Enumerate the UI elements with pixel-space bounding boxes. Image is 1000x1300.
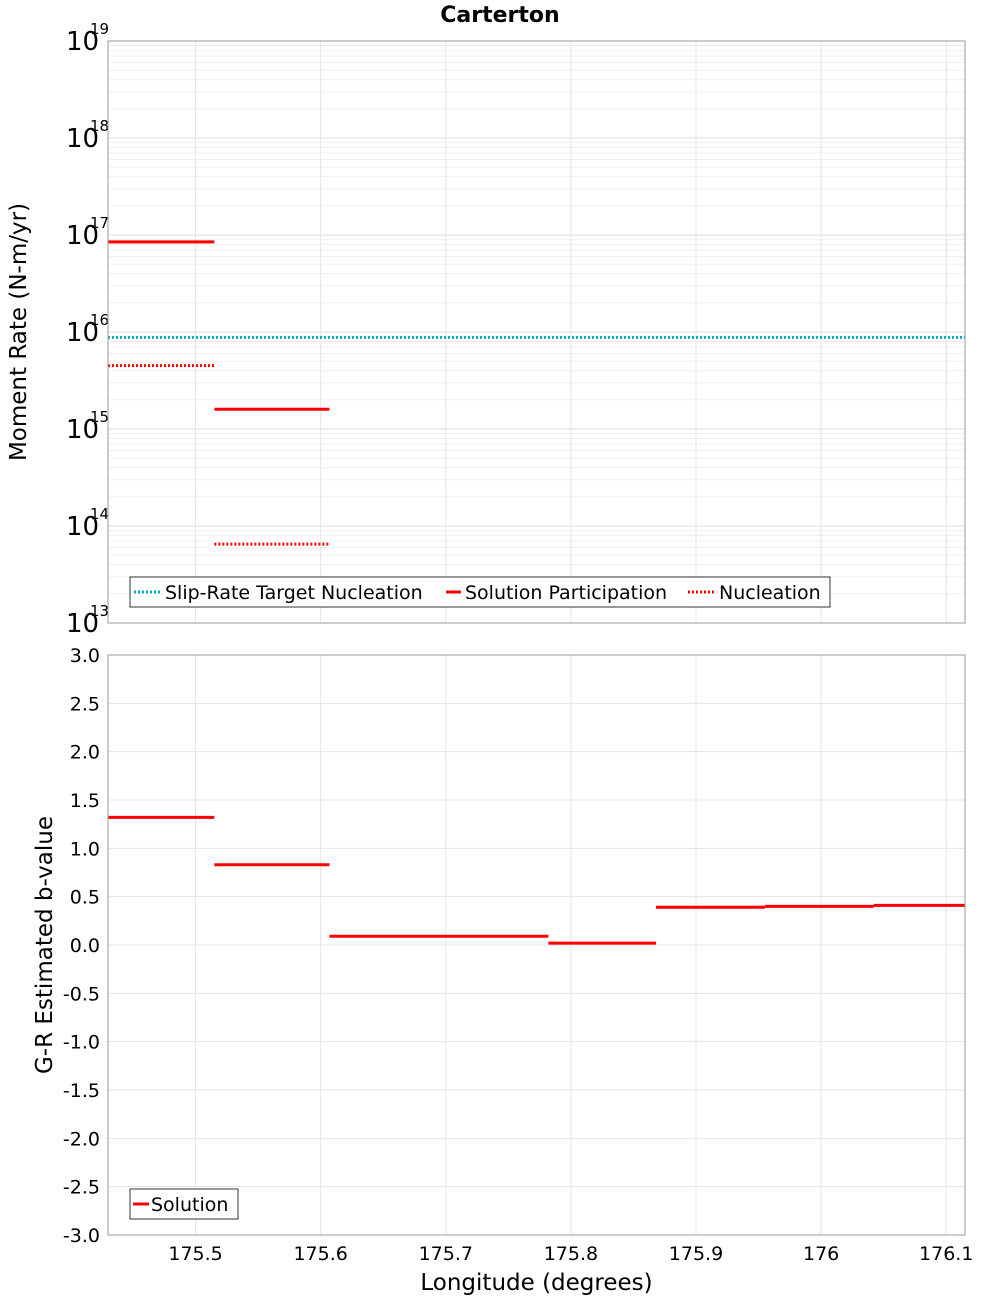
legend-label: Solution xyxy=(151,1194,228,1216)
y-axis-label-moment-rate: Moment Rate (N-m/yr) xyxy=(6,203,32,461)
x-tick-label: 175.6 xyxy=(293,1243,347,1265)
y-tick-label: 1.0 xyxy=(70,838,100,860)
legend-label: Nucleation xyxy=(719,582,821,604)
y-tick-label: 2.5 xyxy=(70,693,100,715)
y-tick-label-exponent: 14 xyxy=(90,505,109,523)
y-tick-label: -3.0 xyxy=(63,1225,100,1247)
plot-border-top xyxy=(107,40,966,624)
y-tick-label: -1.0 xyxy=(63,1032,100,1054)
legend-label: Slip-Rate Target Nucleation xyxy=(165,582,423,604)
legend-label: Solution Participation xyxy=(465,582,667,604)
y-tick-label: 2.0 xyxy=(70,742,100,764)
y-tick-label-base: 10 xyxy=(66,512,99,542)
y-tick-label: -2.5 xyxy=(63,1177,100,1199)
x-tick-label: 175.8 xyxy=(544,1243,598,1265)
y-tick-label-exponent: 17 xyxy=(90,214,109,232)
plot-border-bottom xyxy=(107,654,966,1236)
y-tick-label-exponent: 15 xyxy=(90,408,109,426)
y-axis-label-b-value: G-R Estimated b-value xyxy=(32,816,58,1074)
y-tick-label-base: 10 xyxy=(66,124,99,154)
x-axis-label: Longitude (degrees) xyxy=(420,1270,652,1296)
y-tick-label: 1.5 xyxy=(70,790,100,812)
x-tick-label: 176 xyxy=(803,1243,839,1265)
y-tick-label-base: 10 xyxy=(66,221,99,251)
chart-title: Carterton xyxy=(440,3,559,28)
y-tick-label: 0.5 xyxy=(70,887,100,909)
x-tick-label: 175.9 xyxy=(669,1243,723,1265)
y-tick-label-base: 10 xyxy=(66,415,99,445)
y-tick-label-exponent: 19 xyxy=(90,20,109,38)
legend-top: Slip-Rate Target Nucleation Solution Part… xyxy=(129,576,831,608)
y-tick-label: -0.5 xyxy=(63,983,100,1005)
legend-bottom: Solution xyxy=(129,1188,239,1220)
y-tick-label: -2.0 xyxy=(63,1128,100,1150)
y-tick-label: -1.5 xyxy=(63,1080,100,1102)
y-tick-label-exponent: 16 xyxy=(90,311,109,329)
x-tick-label: 176.1 xyxy=(919,1243,973,1265)
y-tick-label-exponent: 13 xyxy=(90,602,109,620)
x-tick-label: 175.5 xyxy=(168,1243,222,1265)
y-tick-label-base: 10 xyxy=(66,27,99,57)
x-tick-label: 175.7 xyxy=(419,1243,473,1265)
y-tick-label-exponent: 18 xyxy=(90,117,109,135)
y-tick-label-base: 10 xyxy=(66,609,99,639)
y-tick-label-base: 10 xyxy=(66,318,99,348)
y-tick-label: 0.0 xyxy=(70,935,100,957)
y-tick-label: 3.0 xyxy=(70,645,100,667)
b-value-plot: 3.0 2.5 2.0 1.5 1.0 0.5 0.0 -0.5 -1.0 -1.5 -2.0 -2.… xyxy=(32,645,973,1296)
